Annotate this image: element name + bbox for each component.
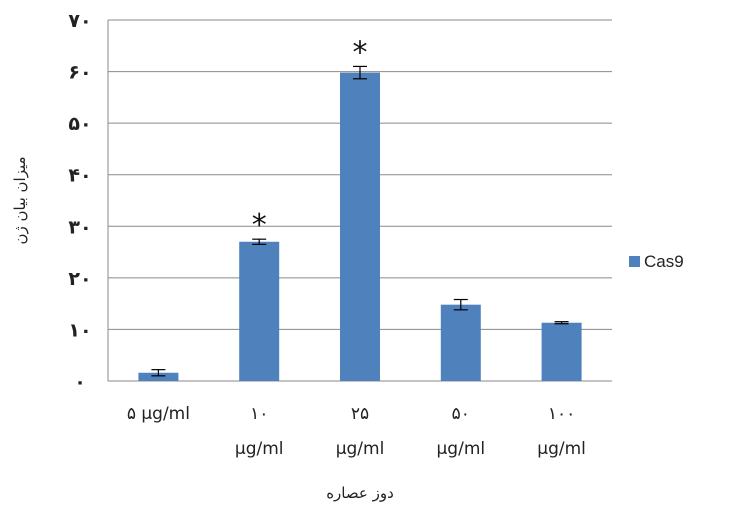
y-tick-label: ۱۰ bbox=[68, 319, 91, 341]
x-tick-label: ۱۰ bbox=[250, 404, 268, 424]
significance-marker: * bbox=[252, 208, 267, 243]
x-axis-label: دوز عصاره bbox=[326, 484, 394, 502]
x-tick-label: µg/ml bbox=[336, 439, 385, 459]
x-tick-label: µg/ml bbox=[537, 439, 586, 459]
bar bbox=[138, 372, 179, 381]
bars: ** bbox=[138, 35, 582, 382]
error-bar bbox=[554, 321, 569, 325]
x-tick-label: ۲۵ bbox=[351, 404, 369, 424]
y-tick-label: ۲۰ bbox=[68, 268, 91, 290]
bar bbox=[440, 304, 481, 381]
error-bar bbox=[453, 298, 468, 311]
x-tick-label: ۱۰۰ bbox=[548, 404, 575, 424]
y-tick-label: ۴۰ bbox=[68, 165, 91, 187]
significance-marker: * bbox=[353, 35, 368, 70]
x-tick-label: ۵ µg/ml bbox=[127, 404, 190, 424]
y-tick-label: ۳۰ bbox=[68, 216, 91, 238]
y-tick-label: ۶۰ bbox=[68, 62, 91, 84]
legend-swatch-cas9 bbox=[629, 256, 640, 267]
x-tick-label: ۵۰ bbox=[452, 404, 470, 424]
y-tick-label: ۰ bbox=[74, 371, 86, 393]
tick-labels: ۰ ۱۰ ۲۰ ۳۰ ۴۰ ۵۰ ۶۰ ۷۰ ۵ µg/ml ۱۰ µg/ml ۲۵ µg/ml ۵۰ µg… bbox=[68, 10, 586, 459]
bar bbox=[340, 72, 380, 382]
y-tick-label: ۷۰ bbox=[68, 10, 91, 32]
error-bar bbox=[151, 369, 166, 377]
error-bar bbox=[353, 65, 367, 80]
legend: Cas9 bbox=[629, 252, 684, 271]
y-tick-label: ۵۰ bbox=[68, 113, 91, 135]
error-bar bbox=[252, 238, 267, 245]
bar bbox=[541, 322, 582, 381]
x-tick-label: µg/ml bbox=[235, 439, 284, 459]
y-axis-label: میزان بیان ژن bbox=[11, 156, 29, 244]
bar bbox=[239, 241, 280, 381]
x-tick-label: µg/ml bbox=[436, 439, 485, 459]
legend-label-cas9: Cas9 bbox=[644, 252, 684, 271]
